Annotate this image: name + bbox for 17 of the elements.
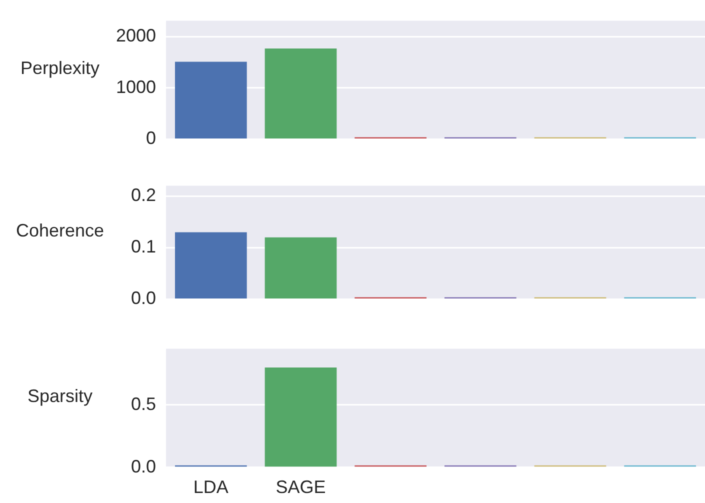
y-tick-label: 0.2 <box>130 185 156 206</box>
y-tick-label: 0.5 <box>130 394 156 414</box>
y-tick-label: 0.0 <box>130 456 156 476</box>
y-tick-label: 2000 <box>116 26 156 46</box>
bar <box>174 62 247 138</box>
bar <box>174 232 247 298</box>
y-tick-label: 0.1 <box>130 236 156 257</box>
y-axis-title: Coherence <box>16 220 104 240</box>
y-tick-label: 1000 <box>116 76 156 97</box>
y-tick-label: 0 <box>146 128 156 148</box>
y-axis-title: Sparsity <box>27 386 93 406</box>
x-tick-label: SAGE <box>276 477 326 498</box>
bar <box>264 48 337 138</box>
y-axis-title: Perplexity <box>20 58 100 78</box>
x-tick-label: LDA <box>193 477 228 498</box>
y-tick-label: 0.0 <box>130 288 156 308</box>
bar <box>264 237 337 298</box>
